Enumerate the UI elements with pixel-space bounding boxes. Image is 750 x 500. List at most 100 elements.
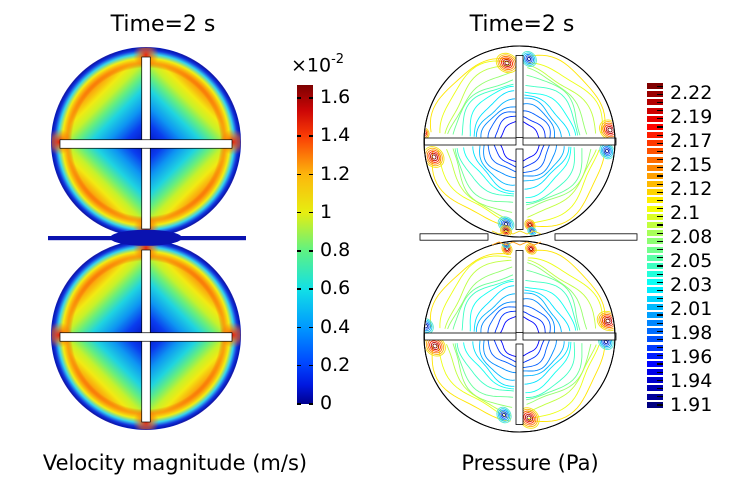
pressure-colorbar-tick-label: 1.98 xyxy=(670,322,713,344)
pressure-colorbar-tick xyxy=(657,159,663,161)
pressure-colorbar-band xyxy=(647,360,663,367)
pressure-colorbar-band xyxy=(647,205,663,212)
pressure-colorbar-tick xyxy=(657,110,663,112)
pressure-colorbar-band xyxy=(647,401,663,408)
pressure-colorbar-band xyxy=(647,107,663,114)
velocity-axis-caption: Velocity magnitude (m/s) xyxy=(42,451,308,475)
pressure-colorbar-tick-label: 2.12 xyxy=(670,178,713,200)
velocity-colorbar-tick xyxy=(309,97,313,99)
pressure-colorbar-tick xyxy=(657,281,663,283)
pressure-colorbar-tick xyxy=(657,387,663,390)
pressure-colorbar-band xyxy=(647,246,663,253)
velocity-colorbar-tick xyxy=(297,403,301,405)
velocity-colorbar-exponent: ×10-2 xyxy=(291,52,345,77)
pressure-colorbar-band xyxy=(647,99,663,106)
pressure-colorbar-band xyxy=(647,213,663,220)
pressure-colorbar-band xyxy=(647,287,663,294)
pressure-colorbar-band xyxy=(647,189,663,196)
pressure-colorbar-band xyxy=(647,221,663,228)
pressure-colorbar-band xyxy=(647,238,663,245)
velocity-colorbar-tick-label: 0.2 xyxy=(320,353,351,376)
pressure-colorbar-band xyxy=(647,230,663,237)
pressure-colorbar-tick xyxy=(657,306,663,308)
pressure-colorbar-tick-label: 1.91 xyxy=(670,394,713,416)
velocity-colorbar-tick xyxy=(297,250,301,252)
pressure-colorbar-band xyxy=(647,279,663,286)
pressure-colorbar-tick xyxy=(657,363,663,365)
pressure-colorbar-band xyxy=(647,132,663,139)
pressure-colorbar-tick xyxy=(657,126,663,128)
pressure-colorbar-tick xyxy=(657,118,663,120)
velocity-tank xyxy=(51,240,241,430)
pressure-colorbar-tick xyxy=(657,224,663,226)
pressure-colorbar-tick xyxy=(657,208,663,210)
pressure-colorbar-tick xyxy=(657,404,663,406)
pressure-colorbar-tick xyxy=(657,314,663,316)
pressure-colorbar-band xyxy=(647,115,663,122)
velocity-colorbar-tick-label: 1.6 xyxy=(320,86,351,108)
velocity-plot-title: Time=2 s xyxy=(110,12,216,37)
pressure-colorbar-band xyxy=(647,377,663,384)
pressure-colorbar-tick xyxy=(657,183,663,185)
velocity-junction-baffle xyxy=(48,229,246,246)
pressure-colorbar-tick xyxy=(657,396,663,398)
velocity-colorbar-tick xyxy=(309,326,313,328)
pressure-colorbar-tick xyxy=(657,101,663,104)
velocity-colorbar xyxy=(297,85,313,405)
pressure-colorbar-tick-label: 2.03 xyxy=(670,274,713,296)
pressure-colorbar-tick-label: 2.22 xyxy=(670,82,713,104)
exponent-base: ×10 xyxy=(291,54,332,77)
exponent-power: -2 xyxy=(331,52,345,67)
pressure-colorbar-tick xyxy=(657,199,663,202)
pressure-colorbar xyxy=(647,83,663,410)
pressure-junction-baffle xyxy=(419,230,638,246)
pressure-colorbar-tick xyxy=(657,216,663,218)
pressure-colorbar-band xyxy=(647,385,663,392)
pressure-colorbar-band xyxy=(647,320,663,327)
pressure-colorbar-band xyxy=(647,164,663,171)
pressure-colorbar-band xyxy=(647,197,663,204)
pressure-colorbar-tick xyxy=(657,167,663,169)
pressure-colorbar-band xyxy=(647,311,663,318)
pressure-colorbar-band xyxy=(647,181,663,188)
velocity-colorbar-tick xyxy=(309,173,313,175)
pressure-colorbar-tick-label: 2.19 xyxy=(670,106,713,128)
pressure-colorbar-tick xyxy=(657,371,663,373)
pressure-colorbar-tick xyxy=(657,93,663,95)
pressure-colorbar-tick xyxy=(657,273,663,275)
velocity-colorbar-tick xyxy=(309,403,313,405)
pressure-colorbar-band xyxy=(647,148,663,155)
pressure-colorbar-band xyxy=(647,344,663,351)
velocity-colorbar-tick xyxy=(297,364,301,367)
pressure-colorbar-tick xyxy=(657,150,663,153)
pressure-colorbar-band xyxy=(647,328,663,335)
pressure-colorbar-tick xyxy=(657,134,663,136)
velocity-tank xyxy=(51,47,241,237)
pressure-colorbar-tick xyxy=(657,355,663,357)
pressure-colorbar-tick xyxy=(657,249,663,251)
velocity-colorbar-tick-label: 0.8 xyxy=(320,239,351,261)
pressure-colorbar-band xyxy=(647,254,663,261)
pressure-colorbar-band xyxy=(647,369,663,376)
pressure-colorbar-band xyxy=(647,295,663,302)
pressure-colorbar-tick-label: 2.05 xyxy=(670,250,713,272)
pressure-colorbar-tick xyxy=(657,330,663,332)
pressure-colorbar-tick xyxy=(657,347,663,349)
velocity-colorbar-tick xyxy=(309,135,313,137)
velocity-colorbar-tick xyxy=(297,211,301,214)
velocity-colorbar-tick-label: 0.4 xyxy=(320,315,351,338)
velocity-colorbar-tick xyxy=(297,173,301,175)
pressure-plot-title: Time=2 s xyxy=(469,12,575,37)
pressure-colorbar-tick xyxy=(657,322,663,324)
pressure-colorbar-tick-label: 1.96 xyxy=(670,346,713,368)
pressure-colorbar-band xyxy=(647,172,663,179)
velocity-colorbar-tick-label: 1.2 xyxy=(320,162,351,185)
velocity-colorbar-tick xyxy=(297,288,301,290)
pressure-colorbar-tick-label: 2.17 xyxy=(670,130,713,152)
pressure-colorbar-band xyxy=(647,156,663,163)
pressure-colorbar-tick xyxy=(657,289,663,292)
pressure-axis-caption: Pressure (Pa) xyxy=(461,451,599,475)
velocity-colorbar-tick-label: 0 xyxy=(320,392,333,414)
pressure-colorbar-band xyxy=(647,352,663,359)
